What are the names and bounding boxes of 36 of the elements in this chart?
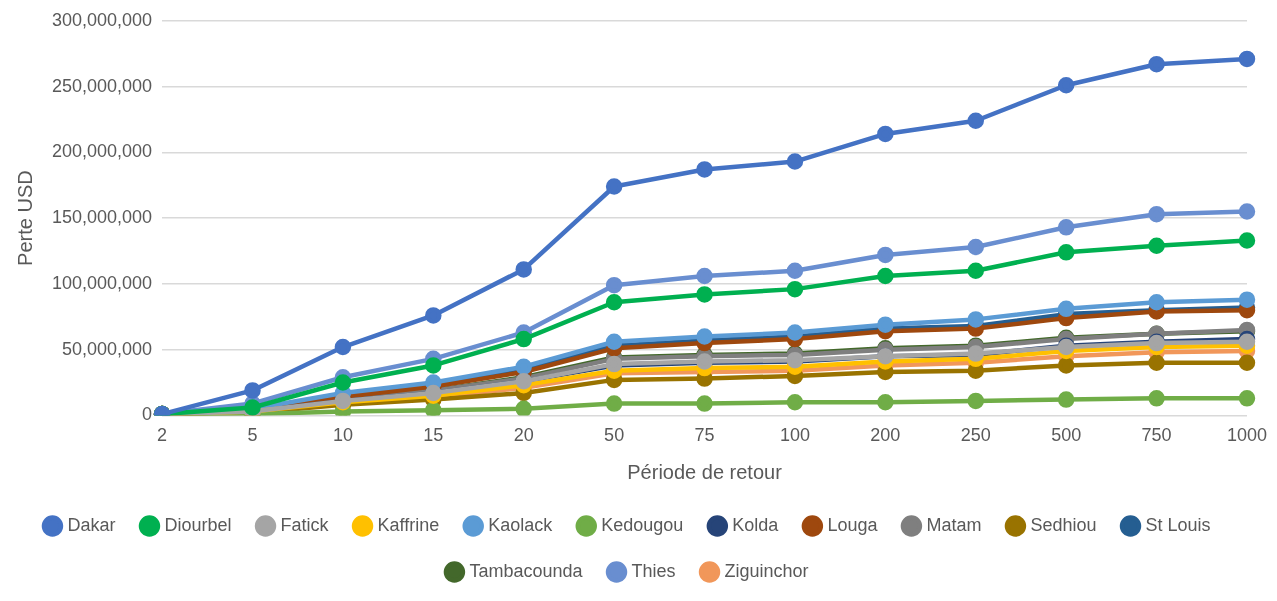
x-tick-label: 750 [1141,425,1172,446]
legend-label: Matam [926,514,982,535]
y-tick-label: 50,000,000 [62,338,153,359]
y-tick-label: 100,000,000 [51,272,153,293]
legend-label: Louga [827,514,879,535]
x-tick-label: 10 [332,425,353,446]
legend-label: Ziguinchor [724,560,809,581]
legend-label: Kaffrine [377,514,440,535]
legend-label: Tambacounda [469,560,584,581]
x-tick-label: 100 [779,425,810,446]
legend-label: Thies [631,560,676,581]
legend-label: Fatick [280,514,330,535]
x-tick-label: 2 [157,425,168,446]
legend-label: St Louis [1145,514,1211,535]
x-tick-label: 250 [960,425,991,446]
legend-label: Dakar [67,514,116,535]
legend-label: Kedougou [601,514,684,535]
legend-label: Sedhiou [1030,514,1097,535]
x-tick-label: 75 [694,425,715,446]
legend-label: Diourbel [164,514,232,535]
x-tick-label: 20 [513,425,534,446]
y-tick-label: 0 [142,404,153,425]
x-tick-label: 15 [423,425,444,446]
legend-label: Kolda [732,514,780,535]
y-tick-label: 300,000,000 [51,9,153,30]
x-tick-label: 500 [1051,425,1082,446]
y-tick-label: 200,000,000 [51,141,153,162]
x-axis-title: Période de retour [627,460,783,483]
x-tick-label: 50 [604,425,625,446]
y-tick-label: 150,000,000 [51,207,153,228]
x-tick-label: 1000 [1226,425,1267,446]
y-tick-label: 250,000,000 [51,75,153,96]
x-tick-label: 5 [247,425,258,446]
x-tick-label: 200 [870,425,901,446]
legend-label: Kaolack [488,514,554,535]
y-axis-title: Perte USD [13,170,36,266]
